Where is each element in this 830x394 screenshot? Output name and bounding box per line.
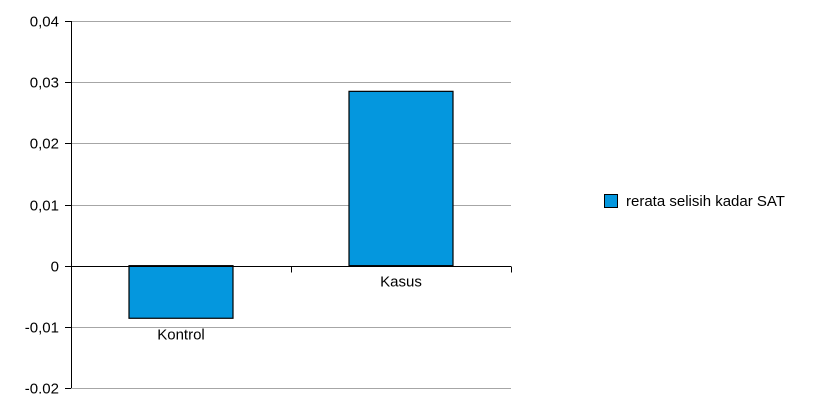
y-tick-label: -0.02 <box>25 381 59 394</box>
y-tick-label: 0 <box>51 259 59 276</box>
labels: -0.02 -0,01 0 0,01 0,02 0,03 0,04 Kontrol Kasus <box>25 14 422 394</box>
bar <box>128 265 234 319</box>
legend-label: rerata selisih kadar SAT <box>626 192 785 210</box>
y-tick-label: 0,03 <box>30 75 59 92</box>
y-tick-label: 0,04 <box>30 14 59 31</box>
y-tick-label: -0,01 <box>25 320 59 337</box>
y-tick-label: 0,01 <box>30 198 59 215</box>
x-category-label: Kasus <box>380 274 422 291</box>
y-tick-label: 0,02 <box>30 136 59 153</box>
axes <box>65 21 512 389</box>
legend: rerata selisih kadar SAT <box>604 192 785 210</box>
bar <box>348 90 454 267</box>
gridlines <box>71 21 511 389</box>
x-category-label: Kontrol <box>157 326 205 343</box>
bars <box>128 90 454 319</box>
legend-swatch <box>604 194 618 208</box>
